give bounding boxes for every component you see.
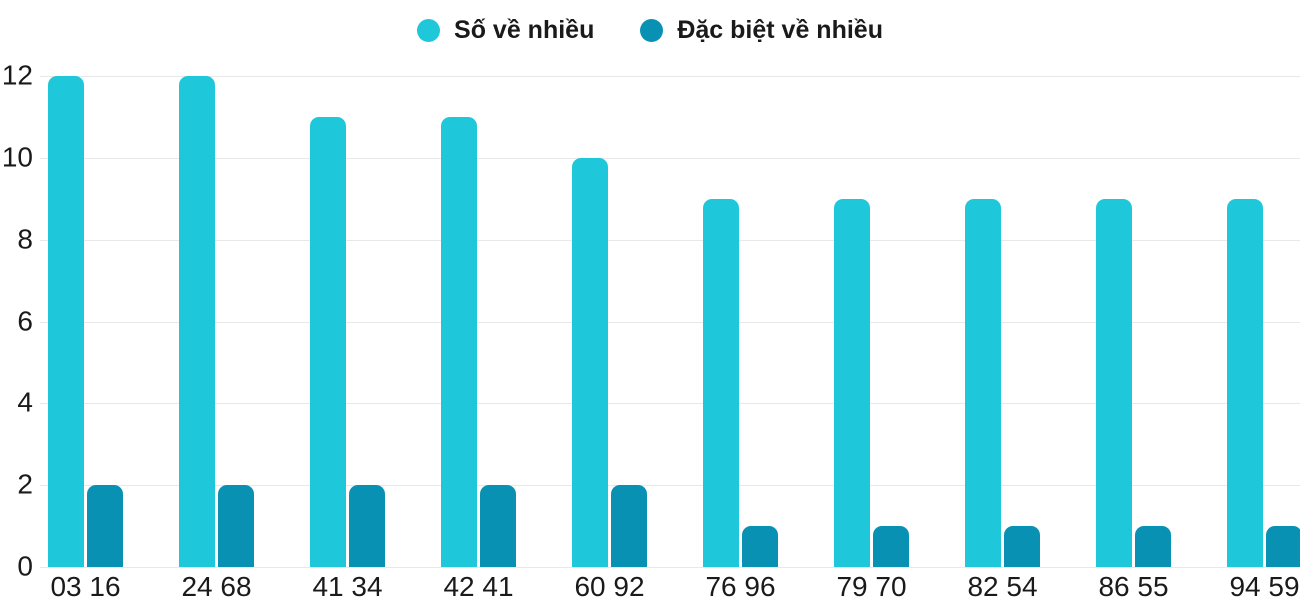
bar-special-82-54[interactable] — [1004, 526, 1040, 567]
bar-special-41-34[interactable] — [349, 485, 385, 567]
x-axis-label-42-41: 42 41 — [443, 571, 514, 600]
bar-primary-41-34[interactable] — [310, 116, 346, 567]
x-axis-label-03-16: 03 16 — [50, 571, 121, 600]
x-axis-label-41-34: 41 34 — [312, 571, 383, 600]
legend-label-primary: Số về nhiều — [454, 15, 595, 44]
bar-primary-79-70[interactable] — [834, 198, 870, 567]
bar-special-60-92[interactable] — [611, 485, 647, 567]
gridline-y-2 — [40, 485, 1300, 487]
bar-primary-76-96[interactable] — [703, 198, 739, 567]
y-axis-tick-10: 10 — [1, 141, 33, 173]
bar-special-94-59[interactable] — [1266, 526, 1300, 567]
legend-swatch-secondary-icon — [640, 18, 664, 42]
legend-label-secondary: Đặc biệt về nhiều — [677, 15, 883, 44]
bar-primary-24-68[interactable] — [179, 76, 215, 567]
bar-special-86-55[interactable] — [1135, 526, 1171, 567]
bar-primary-42-41[interactable] — [441, 116, 477, 567]
bar-primary-82-54[interactable] — [965, 198, 1001, 567]
legend-swatch-primary-icon — [417, 18, 441, 42]
y-axis-tick-4: 4 — [17, 386, 33, 418]
gridline-y-12 — [40, 76, 1300, 77]
legend-item-so-ve-nhieu[interactable]: Số về nhiều — [417, 16, 594, 45]
x-axis-label-86-55: 86 55 — [1098, 571, 1169, 600]
x-axis-label-94-59: 94 59 — [1229, 571, 1300, 600]
x-axis-label-82-54: 82 54 — [967, 571, 1038, 600]
bar-primary-03-16[interactable] — [48, 76, 84, 567]
x-axis-label-79-70: 79 70 — [836, 571, 907, 600]
gridline-y-6 — [40, 321, 1300, 323]
bar-primary-94-59[interactable] — [1227, 198, 1263, 567]
gridline-y-10 — [40, 157, 1300, 159]
bar-special-76-96[interactable] — [742, 526, 778, 567]
chart-legend: Số về nhiều Đặc biệt về nhiều — [0, 15, 1300, 45]
bar-special-79-70[interactable] — [873, 526, 909, 567]
bar-primary-86-55[interactable] — [1096, 198, 1132, 567]
bar-special-42-41[interactable] — [480, 485, 516, 567]
gridline-y-0 — [40, 567, 1300, 568]
x-axis-label-24-68: 24 68 — [181, 571, 252, 600]
gridline-y-8 — [40, 239, 1300, 241]
y-axis-tick-0: 0 — [17, 550, 33, 582]
bar-special-24-68[interactable] — [218, 485, 254, 567]
x-axis-label-60-92: 60 92 — [574, 571, 645, 600]
y-axis-tick-8: 8 — [17, 223, 33, 255]
bar-special-03-16[interactable] — [87, 485, 123, 567]
y-axis-tick-2: 2 — [17, 468, 33, 500]
y-axis-tick-12: 12 — [1, 59, 33, 91]
legend-item-dac-biet-ve-nhieu[interactable]: Đặc biệt về nhiều — [640, 16, 883, 45]
bar-primary-60-92[interactable] — [572, 157, 608, 567]
x-axis-label-76-96: 76 96 — [705, 571, 776, 600]
gridline-y-4 — [40, 403, 1300, 405]
y-axis-tick-6: 6 — [17, 304, 33, 336]
